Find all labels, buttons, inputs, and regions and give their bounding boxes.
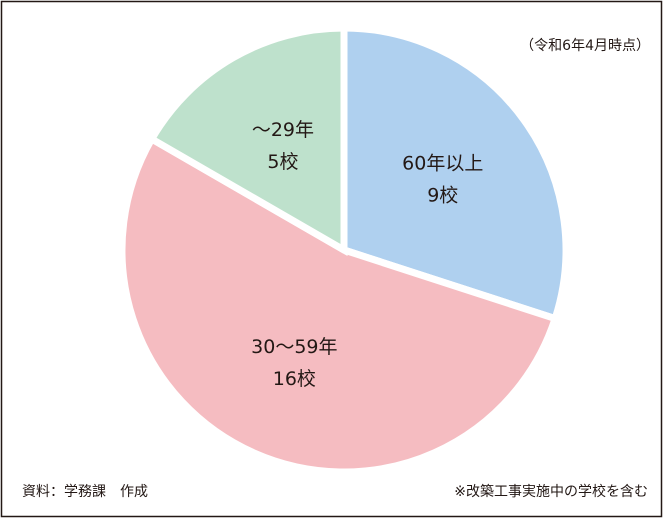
note: （令和6年4月時点）: [520, 38, 650, 54]
value-label: 5校: [267, 151, 298, 173]
source: 資料：学務課 作成: [22, 484, 148, 500]
slice-label: 30～59年: [251, 336, 337, 358]
pie-slice: [118, 134, 560, 476]
value-label: 9校: [427, 185, 458, 207]
footnote: ※改築工事実施中の学校を含む: [454, 483, 648, 500]
slice-label: ～29年: [252, 119, 314, 141]
slice-label: 60年以上: [402, 153, 483, 175]
pie-slice: [146, 24, 348, 257]
pie-slice: [340, 24, 570, 324]
value-label: 16校: [273, 368, 316, 390]
